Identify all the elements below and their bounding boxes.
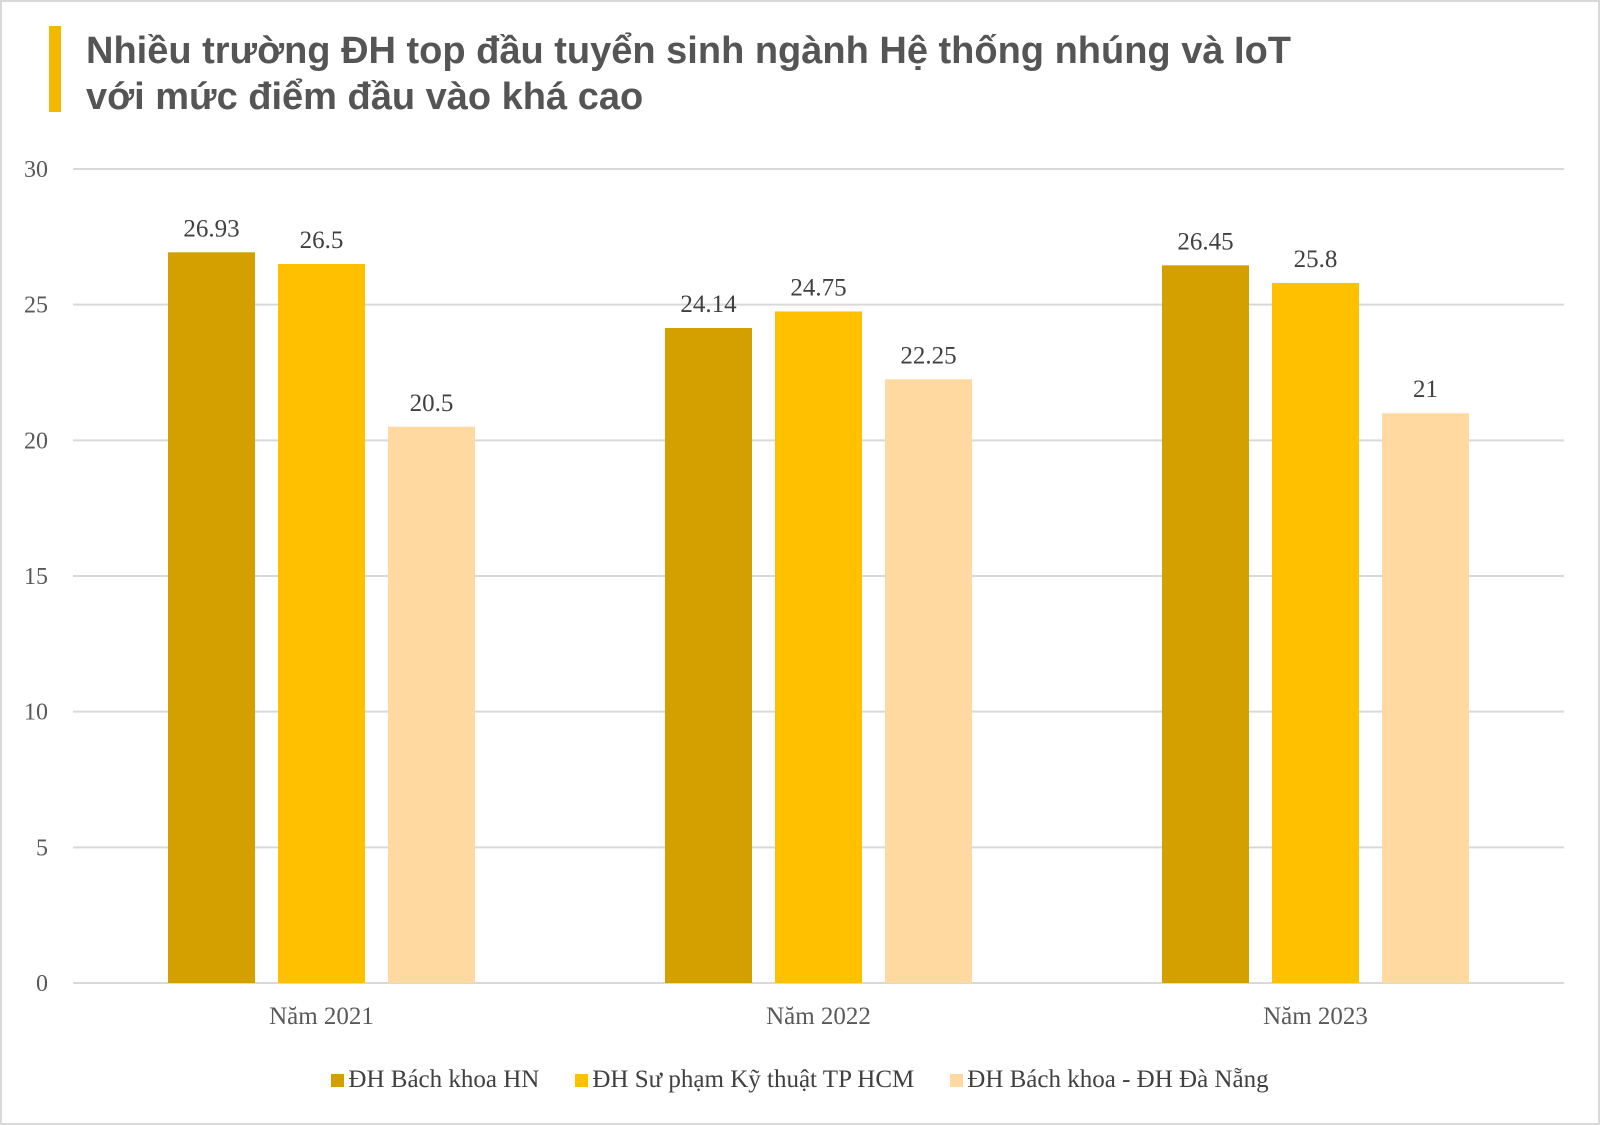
data-label: 26.5 <box>300 227 344 254</box>
title-line-2: với mức điểm đầu vào khá cao <box>86 76 644 118</box>
legend-label: ĐH Bách khoa HN <box>348 1066 540 1093</box>
legend-swatch <box>575 1073 589 1087</box>
y-tick-label: 10 <box>24 700 48 726</box>
legend-swatch <box>950 1073 964 1087</box>
x-tick-label: Năm 2021 <box>269 1003 374 1030</box>
bar <box>1382 413 1469 983</box>
data-label: 21 <box>1413 376 1438 403</box>
y-tick-label: 5 <box>36 835 48 861</box>
legend-item: ĐH Bách khoa HN <box>331 1066 539 1094</box>
bar <box>1272 282 1359 984</box>
data-label: 22.25 <box>900 342 956 369</box>
title-line-1: Nhiều trường ĐH top đầu tuyển sinh ngành… <box>86 30 1291 72</box>
bar <box>775 311 862 983</box>
bar <box>1162 265 1249 983</box>
data-label: 24.14 <box>680 291 737 318</box>
y-tick-label: 25 <box>24 293 48 319</box>
bar <box>168 252 255 984</box>
bar <box>278 263 365 983</box>
bar <box>388 426 475 983</box>
legend-label: ĐH Bách khoa - ĐH Đà Nẵng <box>967 1066 1269 1093</box>
data-label: 26.45 <box>1177 228 1233 255</box>
chart-title: Nhiều trường ĐH top đầu tuyển sinh ngành… <box>86 28 1291 120</box>
data-label: 26.93 <box>183 215 239 242</box>
legend-item: ĐH Bách khoa - ĐH Đà Nẵng <box>950 1066 1269 1094</box>
data-label: 24.75 <box>790 274 846 301</box>
x-tick-label: Năm 2022 <box>766 1003 871 1030</box>
y-tick-label: 0 <box>36 971 48 997</box>
legend-label: ĐH Sư phạm Kỹ thuật TP HCM <box>592 1066 915 1093</box>
bar <box>665 328 752 983</box>
x-tick-label: Năm 2023 <box>1263 1003 1368 1030</box>
legend-swatch <box>331 1073 345 1087</box>
y-tick-label: 15 <box>24 564 48 590</box>
y-tick-label: 20 <box>24 428 48 454</box>
legend-item: ĐH Sư phạm Kỹ thuật TP HCM <box>575 1066 914 1094</box>
data-label: 25.8 <box>1294 246 1338 273</box>
title-accent-bar <box>49 26 61 112</box>
legend: ĐH Bách khoa HN ĐH Sư phạm Kỹ thuật TP HC… <box>0 1066 1600 1094</box>
bar <box>885 379 972 983</box>
data-label: 20.5 <box>410 390 454 417</box>
y-tick-label: 30 <box>24 157 48 183</box>
